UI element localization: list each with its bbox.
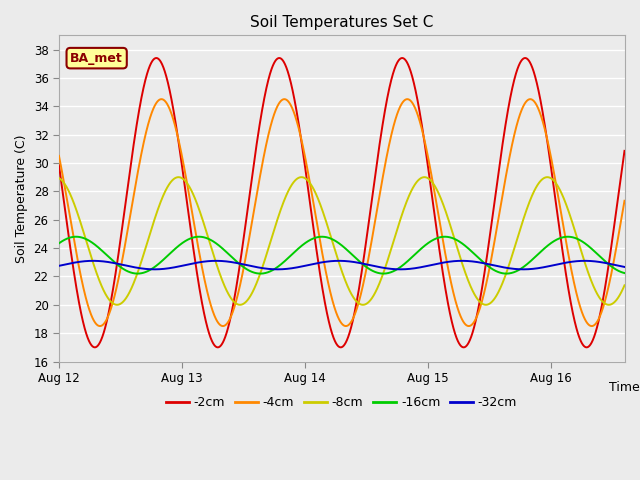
Legend: -2cm, -4cm, -8cm, -16cm, -32cm: -2cm, -4cm, -8cm, -16cm, -32cm xyxy=(161,391,522,414)
Text: BA_met: BA_met xyxy=(70,52,123,65)
Title: Soil Temperatures Set C: Soil Temperatures Set C xyxy=(250,15,433,30)
Y-axis label: Soil Temperature (C): Soil Temperature (C) xyxy=(15,134,28,263)
X-axis label: Time: Time xyxy=(609,381,640,394)
